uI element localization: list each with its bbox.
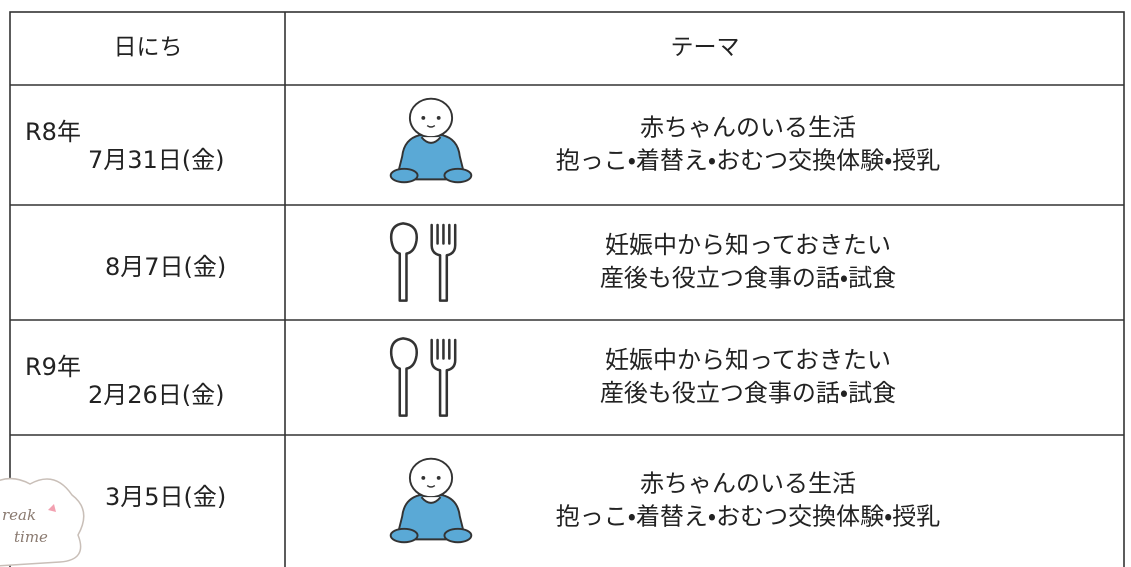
date-text: 2月26日(金) xyxy=(88,381,225,409)
date-text: 3月5日(金) xyxy=(105,483,226,511)
cutlery-icon xyxy=(389,337,457,417)
table-grid xyxy=(9,11,1125,567)
date-text: 7月31日(金) xyxy=(88,146,225,174)
baby-icon xyxy=(389,457,473,544)
badge-text: reak xyxy=(2,506,36,524)
break-time-badge: reak time xyxy=(0,477,85,567)
theme-text: 産後も役立つ食事の話・試食 xyxy=(600,264,896,292)
theme-text: 抱っこ・着替え・おむつ交換体験・授乳 xyxy=(556,503,940,531)
cutlery-icon xyxy=(389,222,457,302)
theme-text: 赤ちゃんのいる生活 xyxy=(640,470,856,498)
theme-text: 妊娠中から知っておきたい xyxy=(605,346,891,374)
theme-text: 抱っこ・着替え・おむつ交換体験・授乳 xyxy=(556,147,940,175)
theme-text: 赤ちゃんのいる生活 xyxy=(640,114,856,142)
baby-icon xyxy=(389,97,473,184)
header-cell: 日にち xyxy=(114,35,183,61)
date-text: R8年 xyxy=(25,118,81,146)
badge-text: time xyxy=(14,528,48,546)
date-text: R9年 xyxy=(25,353,81,381)
theme-text: 妊娠中から知っておきたい xyxy=(605,231,891,259)
header-cell: テーマ xyxy=(671,35,740,61)
date-text: 8月7日(金) xyxy=(105,253,226,281)
theme-text: 産後も役立つ食事の話・試食 xyxy=(600,379,896,407)
